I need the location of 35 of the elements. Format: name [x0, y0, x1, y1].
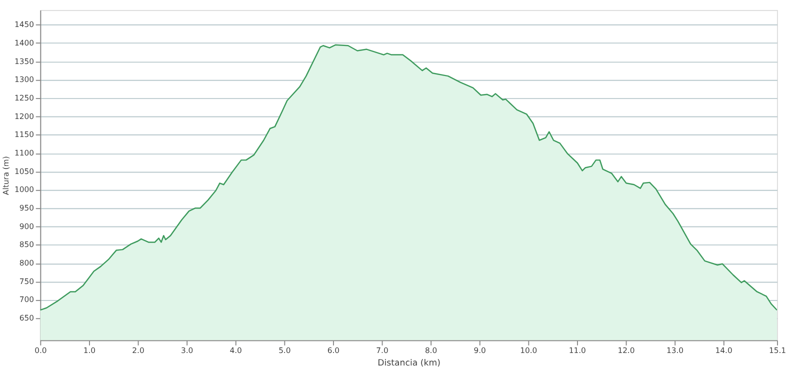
y-tick-label: 750 [19, 276, 34, 286]
y-tick-label: 1150 [14, 130, 34, 140]
x-tick-label: 1.0 [83, 346, 96, 356]
y-axis-title: Altura (m) [2, 156, 11, 196]
y-tick-label: 900 [19, 222, 34, 231]
y-tick-label: 700 [19, 295, 34, 304]
y-tick-label: 1200 [14, 112, 34, 121]
x-tick-label: 10.0 [520, 346, 538, 356]
x-tick-label: 14.0 [715, 346, 732, 356]
y-tick-label: 1000 [14, 185, 34, 194]
y-tick-label: 950 [19, 204, 34, 213]
x-tick-label: 7.0 [376, 346, 388, 356]
y-tick-label: 1100 [14, 148, 34, 158]
x-tick-label: 11.0 [568, 346, 586, 356]
x-tick-label: 2.0 [132, 346, 144, 356]
x-tick-label: 4.0 [230, 346, 242, 356]
y-tick-label: 1050 [14, 166, 34, 176]
x-axis-title: Distancia (km) [378, 358, 440, 369]
y-tick-label: 1350 [14, 56, 34, 66]
x-tick-label: 0.0 [34, 346, 47, 356]
x-tick-label: 13.0 [666, 346, 684, 356]
y-tick-label: 1450 [14, 20, 34, 30]
y-tick-label: 1250 [14, 93, 34, 102]
x-tick-label: 12.0 [618, 346, 635, 356]
y-tick-label: 1400 [14, 38, 34, 48]
x-tick-label: 15.1 [768, 346, 786, 356]
y-tick-label: 650 [19, 314, 34, 323]
x-tick-label: 3.0 [180, 346, 194, 356]
x-tick-label: 9.0 [474, 346, 486, 356]
x-tick-label: 5.0 [278, 346, 291, 356]
y-tick-label: 800 [19, 258, 34, 268]
x-tick-label: 8.0 [424, 346, 438, 356]
y-tick-label: 850 [19, 240, 34, 250]
y-tick-label: 1300 [14, 75, 34, 84]
x-tick-label: 6.0 [327, 346, 340, 356]
